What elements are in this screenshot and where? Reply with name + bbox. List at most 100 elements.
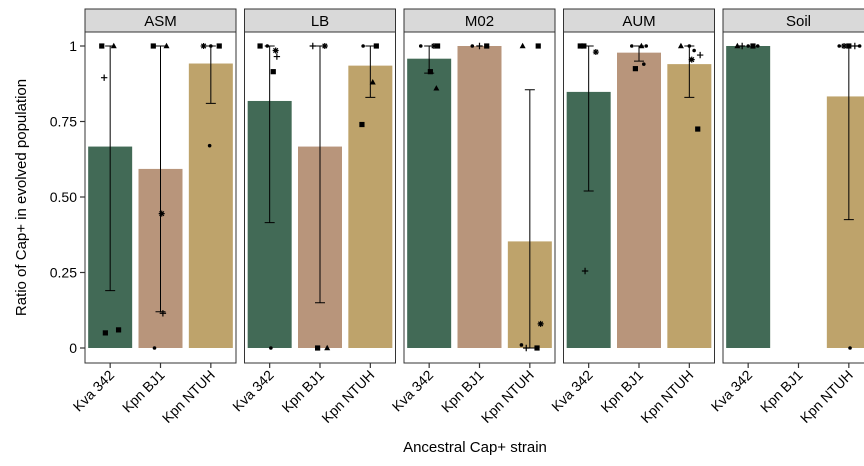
x-tick-label: Kpn NTUH <box>159 367 218 426</box>
panel-border <box>722 31 864 364</box>
data-point <box>209 44 213 48</box>
x-tick-label: Kva 342 <box>389 367 437 415</box>
x-tick-label: Kpn NTUH <box>797 367 856 426</box>
data-point <box>581 43 587 49</box>
data-point <box>470 44 475 48</box>
x-tick-label: Kpn NTUH <box>637 367 696 426</box>
y-tick-label: 1 <box>69 38 77 54</box>
panel-border <box>563 31 715 364</box>
error-bar <box>365 45 376 98</box>
data-point <box>315 345 321 351</box>
data-point <box>581 267 589 275</box>
x-tick-label: Kpn BJ1 <box>757 367 806 416</box>
data-point <box>418 44 423 48</box>
data-point <box>695 126 701 132</box>
data-point <box>207 143 212 148</box>
data-point <box>163 42 170 49</box>
x-tick-label: Kva 342 <box>548 367 596 415</box>
y-tick-label: 0.75 <box>50 114 77 130</box>
x-tick-label: Kpn BJ1 <box>438 367 487 416</box>
data-point <box>200 43 207 49</box>
data-point <box>265 44 270 48</box>
data-point <box>373 43 379 49</box>
x-tick-label: Kpn NTUH <box>318 367 377 426</box>
x-tick-label: Kpn NTUH <box>478 367 537 426</box>
data-point <box>269 346 273 350</box>
panel-strip-label: Soil <box>786 13 811 30</box>
data-point <box>150 43 156 49</box>
data-point <box>746 44 750 48</box>
data-point <box>158 210 165 217</box>
data-point <box>537 320 544 327</box>
x-axis-title: Ancestral Cap+ strain <box>403 439 547 456</box>
data-point <box>272 47 279 54</box>
data-point <box>857 44 862 48</box>
data-point <box>848 346 852 350</box>
data-point <box>750 43 756 49</box>
data-point <box>476 42 483 50</box>
data-point <box>841 43 848 49</box>
data-point <box>434 43 441 49</box>
data-point <box>642 62 646 66</box>
bar <box>617 52 661 348</box>
panel-strip-label: AUM <box>622 13 655 30</box>
panel-strip-label: LB <box>311 13 329 30</box>
data-point <box>630 44 634 48</box>
x-tick-label: Kva 342 <box>708 367 756 415</box>
x-tick-label: Kva 342 <box>70 367 118 415</box>
panel-border <box>403 31 556 364</box>
bar <box>826 96 864 349</box>
data-point <box>577 43 583 49</box>
data-point <box>687 44 692 48</box>
data-point <box>519 42 526 49</box>
data-point <box>734 42 741 49</box>
error-bar <box>155 45 166 313</box>
data-point <box>273 53 281 60</box>
data-point <box>433 85 440 91</box>
data-point <box>99 43 105 49</box>
panel-strip-label: ASM <box>144 13 177 30</box>
data-point <box>110 42 117 49</box>
data-point <box>523 344 530 352</box>
data-point <box>427 69 433 75</box>
data-point <box>851 42 859 50</box>
data-point <box>677 42 684 49</box>
data-point <box>115 327 122 333</box>
data-point <box>644 44 648 48</box>
data-point <box>688 56 695 63</box>
data-point <box>837 44 842 48</box>
data-point <box>696 51 704 59</box>
data-point <box>430 43 437 49</box>
data-point <box>755 44 760 48</box>
data-point <box>592 49 599 56</box>
data-point <box>738 42 746 50</box>
data-point <box>692 48 696 53</box>
data-point <box>534 345 540 351</box>
bar <box>457 46 502 348</box>
panel-strip-label: M02 <box>465 13 494 30</box>
x-tick-label: Kpn BJ1 <box>278 367 327 416</box>
data-point <box>361 44 365 48</box>
bar <box>726 46 771 348</box>
y-tick-label: 0 <box>69 340 77 356</box>
x-tick-label: Kpn BJ1 <box>119 367 168 416</box>
data-point <box>369 79 376 85</box>
data-point <box>100 74 108 81</box>
y-tick-label: 0.25 <box>50 265 77 281</box>
data-point <box>519 343 524 347</box>
data-point <box>216 43 222 49</box>
bar <box>348 65 393 348</box>
data-point <box>321 43 328 49</box>
data-point <box>632 66 638 72</box>
data-point <box>846 43 852 49</box>
x-tick-label: Kpn BJ1 <box>597 367 646 416</box>
data-point <box>359 121 365 128</box>
data-point <box>309 42 316 50</box>
